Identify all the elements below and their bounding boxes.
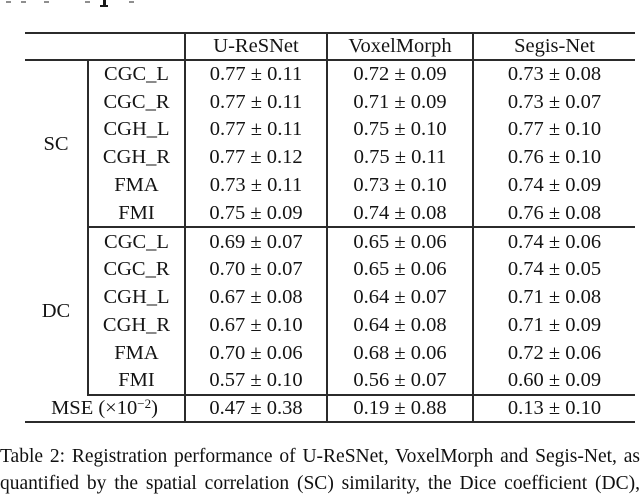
metric-label: CGH_R bbox=[102, 313, 171, 336]
table-row: CGH_R 0.67 ± 0.10 0.64 ± 0.08 0.71 ± 0.0… bbox=[25, 311, 635, 339]
metric-label: CGH_L bbox=[103, 118, 170, 141]
table-row: CGH_R 0.77 ± 0.12 0.75 ± 0.11 0.76 ± 0.1… bbox=[25, 143, 635, 172]
table-row: DC CGC_L 0.69 ± 0.07 0.65 ± 0.06 0.74 ± … bbox=[25, 227, 635, 395]
column-header-uresnet: U-ReSNet bbox=[184, 32, 327, 61]
value-cell: 0.74 ± 0.09 bbox=[472, 171, 635, 200]
metric-label: CGC_R bbox=[103, 90, 170, 113]
glyph-fragment bbox=[6, 1, 11, 3]
value-cell: 0.73 ± 0.07 bbox=[472, 87, 635, 116]
table-row: CGH_L 0.67 ± 0.08 0.64 ± 0.07 0.71 ± 0.0… bbox=[25, 283, 635, 312]
table-caption: Table 2: Registration performance of U-R… bbox=[0, 444, 640, 497]
table-row: FMI 0.75 ± 0.09 0.74 ± 0.08 0.76 ± 0.08 bbox=[25, 199, 635, 229]
value-cell: 0.57 ± 0.10 bbox=[184, 366, 327, 396]
value-cell: 0.70 ± 0.06 bbox=[184, 338, 327, 367]
value-cell: 0.77 ± 0.11 bbox=[184, 115, 327, 144]
header-corner-cell bbox=[25, 32, 185, 61]
value-cell: 0.72 ± 0.09 bbox=[326, 60, 473, 88]
value-cell: 0.71 ± 0.09 bbox=[326, 87, 473, 116]
metric-label: FMI bbox=[88, 199, 185, 229]
value-cell: 0.71 ± 0.08 bbox=[472, 283, 635, 312]
header-row: U-ReSNet VoxelMorph Segis-Net bbox=[25, 32, 635, 61]
value-cell: 0.71 ± 0.09 bbox=[472, 311, 635, 339]
glyph-fragment bbox=[103, 0, 106, 7]
metric-label: FMA bbox=[114, 174, 159, 197]
value-cell: 0.70 ± 0.07 bbox=[184, 255, 327, 284]
group-label-dc: DC bbox=[25, 227, 89, 395]
glyph-fragment bbox=[100, 5, 108, 7]
value-cell: 0.77 ± 0.11 bbox=[184, 87, 327, 116]
value-cell: 0.73 ± 0.10 bbox=[326, 171, 473, 200]
metric-label: FMI bbox=[88, 366, 185, 396]
glyph-fragment bbox=[44, 1, 49, 3]
value-cell: 0.73 ± 0.08 bbox=[472, 60, 635, 88]
metric-label: CGC_L bbox=[104, 230, 169, 253]
caption-line-2: quantified by the spatial correlation (S… bbox=[0, 472, 640, 494]
caption-line-1: Table 2: Registration performance of U-R… bbox=[0, 446, 640, 467]
value-cell: 0.75 ± 0.11 bbox=[326, 143, 473, 172]
group-label-sc: SC bbox=[25, 60, 89, 228]
value-cell: 0.60 ± 0.09 bbox=[472, 366, 635, 396]
column-header-voxelmorph: VoxelMorph bbox=[326, 32, 473, 61]
mse-row: MSE (×10−2) 0.47 ± 0.38 0.19 ± 0.88 0.13… bbox=[25, 394, 635, 423]
glyph-fragment bbox=[85, 1, 90, 3]
metric-label: CGH_L bbox=[103, 285, 170, 308]
value-cell: 0.77 ± 0.12 bbox=[184, 143, 327, 172]
value-cell: 0.74 ± 0.08 bbox=[326, 199, 473, 229]
glyph-fragment bbox=[21, 1, 26, 3]
mse-label: MSE (×10−2) bbox=[25, 394, 185, 423]
table-row: CGC_R 0.77 ± 0.11 0.71 ± 0.09 0.73 ± 0.0… bbox=[25, 87, 635, 116]
value-cell: 0.74 ± 0.06 bbox=[472, 227, 635, 256]
value-cell: 0.64 ± 0.07 bbox=[326, 283, 473, 312]
value-cell: 0.73 ± 0.11 bbox=[184, 171, 327, 200]
table-row: FMI 0.57 ± 0.10 0.56 ± 0.07 0.60 ± 0.09 bbox=[25, 366, 635, 396]
value-cell: 0.72 ± 0.06 bbox=[472, 338, 635, 367]
table-row: FMA 0.70 ± 0.06 0.68 ± 0.06 0.72 ± 0.06 bbox=[25, 338, 635, 367]
metric-label: CGC_R bbox=[103, 257, 170, 280]
value-cell: 0.56 ± 0.07 bbox=[326, 366, 473, 396]
value-cell: 0.65 ± 0.06 bbox=[326, 227, 473, 256]
column-header-segisnet: Segis-Net bbox=[472, 32, 635, 61]
results-table: U-ReSNet VoxelMorph Segis-Net SC CGC_L 0… bbox=[25, 32, 635, 423]
value-cell: 0.65 ± 0.06 bbox=[326, 255, 473, 284]
glyph-fragment bbox=[129, 1, 134, 3]
table-row: CGH_L 0.77 ± 0.11 0.75 ± 0.10 0.77 ± 0.1… bbox=[25, 115, 635, 144]
value-cell: 0.77 ± 0.10 bbox=[472, 115, 635, 144]
value-cell: 0.74 ± 0.05 bbox=[472, 255, 635, 284]
metric-label: CGH_R bbox=[102, 146, 171, 169]
metric-label: FMA bbox=[114, 341, 159, 364]
superscript-exponent: −2 bbox=[137, 396, 152, 412]
metric-label: CGC_L bbox=[104, 63, 169, 86]
value-cell: 0.19 ± 0.88 bbox=[326, 394, 473, 423]
value-cell: 0.13 ± 0.10 bbox=[472, 394, 635, 423]
table-row: FMA 0.73 ± 0.11 0.73 ± 0.10 0.74 ± 0.09 bbox=[25, 171, 635, 200]
value-cell: 0.64 ± 0.08 bbox=[326, 311, 473, 339]
value-cell: 0.75 ± 0.09 bbox=[184, 199, 327, 229]
table-row: SC CGC_L 0.77 ± 0.11 0.72 ± 0.09 0.73 ± … bbox=[25, 60, 635, 228]
value-cell: 0.67 ± 0.08 bbox=[184, 283, 327, 312]
table-row: CGC_R 0.70 ± 0.07 0.65 ± 0.06 0.74 ± 0.0… bbox=[25, 255, 635, 284]
value-cell: 0.68 ± 0.06 bbox=[326, 338, 473, 367]
value-cell: 0.76 ± 0.10 bbox=[472, 143, 635, 172]
value-cell: 0.75 ± 0.10 bbox=[326, 115, 473, 144]
value-cell: 0.47 ± 0.38 bbox=[184, 394, 327, 423]
value-cell: 0.77 ± 0.11 bbox=[184, 60, 327, 88]
value-cell: 0.67 ± 0.10 bbox=[184, 311, 327, 339]
value-cell: 0.69 ± 0.07 bbox=[184, 227, 327, 256]
value-cell: 0.76 ± 0.08 bbox=[472, 199, 635, 229]
